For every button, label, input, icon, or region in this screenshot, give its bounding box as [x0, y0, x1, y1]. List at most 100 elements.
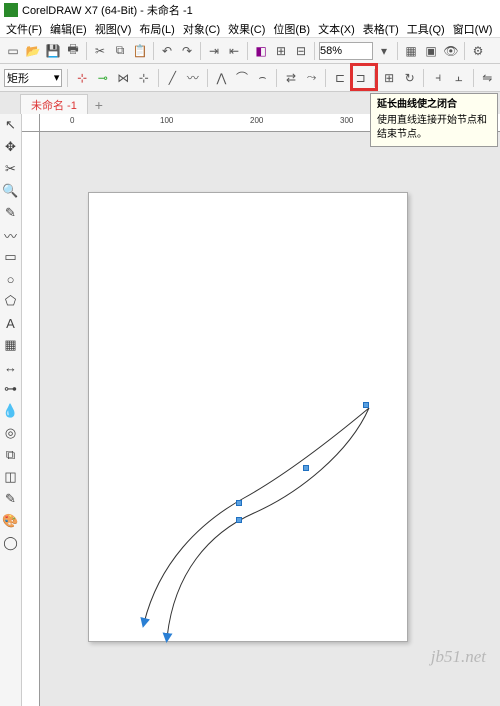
shape-selector-label: 矩形 [7, 70, 29, 86]
join-nodes-icon[interactable]: ⋈ [115, 69, 133, 87]
menu-item[interactable]: 表格(T) [363, 21, 399, 37]
table-tool-icon[interactable]: ▦ [2, 336, 20, 354]
menu-item[interactable]: 编辑(E) [50, 21, 87, 37]
tooltip: 延长曲线使之闭合 使用直线连接开始节点和结束节点。 [370, 93, 498, 147]
outline-tool-icon[interactable]: ◯ [2, 534, 20, 552]
drop-tool-icon[interactable]: 💧 [2, 402, 20, 420]
tooltip-title: 延长曲线使之闭合 [377, 98, 491, 112]
save-icon[interactable]: 💾 [44, 42, 62, 60]
menu-item[interactable]: 效果(C) [228, 21, 265, 37]
ruler-tick: 0 [70, 116, 74, 125]
polygon-tool-icon[interactable]: ⬠ [2, 292, 20, 310]
view-icon[interactable]: 👁 [442, 42, 460, 60]
page[interactable] [88, 192, 408, 642]
pick-tool-icon[interactable]: ↖ [2, 116, 20, 134]
curve-node[interactable] [236, 500, 242, 506]
app-logo-icon [4, 3, 18, 17]
contour-tool-icon[interactable]: ◎ [2, 424, 20, 442]
work-area: ↖✥✂🔍✎〰▭○⬠A▦↔⊶💧◎⧉◫✎🎨◯ 0100200300 [0, 114, 500, 706]
zoom-dropdown-icon[interactable]: ▾ [375, 42, 393, 60]
ellipse-tool-icon[interactable]: ○ [2, 270, 20, 288]
snap1-icon[interactable]: ⊞ [272, 42, 290, 60]
paste-icon[interactable]: 📋 [131, 42, 149, 60]
menu-item[interactable]: 对象(C) [183, 21, 220, 37]
freehand-tool-icon[interactable]: ✎ [2, 204, 20, 222]
opts-icon[interactable]: ⚙ [469, 42, 487, 60]
menu-item[interactable]: 位图(B) [273, 21, 310, 37]
menu-item[interactable]: 工具(Q) [407, 21, 445, 37]
export-icon[interactable]: ⇤ [225, 42, 243, 60]
menu-item[interactable]: 文件(F) [6, 21, 42, 37]
curve-node[interactable] [303, 465, 309, 471]
tooltip-body: 使用直线连接开始节点和结束节点。 [377, 114, 491, 142]
guides-icon[interactable]: ▣ [422, 42, 440, 60]
canvas[interactable] [40, 132, 500, 706]
crop-tool-icon[interactable]: ✂ [2, 160, 20, 178]
menu-item[interactable]: 布局(L) [139, 21, 174, 37]
align-nodes-h-icon[interactable]: ⫞ [429, 69, 447, 87]
publish-icon[interactable]: ◧ [252, 42, 270, 60]
dimension-tool-icon[interactable]: ↔ [2, 358, 20, 376]
blend-tool-icon[interactable]: ⧉ [2, 446, 20, 464]
title-bar: CorelDRAW X7 (64-Bit) - 未命名 -1 [0, 0, 500, 20]
rectangle-tool-icon[interactable]: ▭ [2, 248, 20, 266]
tab-label: 未命名 -1 [31, 97, 77, 113]
watermark: jb51.net [431, 647, 486, 667]
app-title: CorelDRAW X7 (64-Bit) - 未命名 -1 [22, 2, 193, 18]
connector-tool-icon[interactable]: ⊶ [2, 380, 20, 398]
grid-icon[interactable]: ▦ [402, 42, 420, 60]
ruler-tick: 200 [250, 116, 263, 125]
fill-tool-icon[interactable]: 🎨 [2, 512, 20, 530]
break-node-icon[interactable]: ⊹ [135, 69, 153, 87]
menu-bar: 文件(F) 编辑(E) 视图(V) 布局(L) 对象(C) 效果(C) 位图(B) 文本(X)… [0, 20, 500, 38]
align-nodes-v-icon[interactable]: ⫠ [450, 69, 468, 87]
new-icon[interactable]: ▭ [4, 42, 22, 60]
artistic-tool-icon[interactable]: 〰 [2, 226, 20, 244]
text-tool-icon[interactable]: A [2, 314, 20, 332]
cut-icon[interactable]: ✂ [91, 42, 109, 60]
open-icon[interactable]: 📂 [24, 42, 42, 60]
zoom-level-input[interactable] [319, 42, 373, 60]
extract-subpath-icon[interactable]: ⊏ [331, 69, 349, 87]
extend-curve-to-close-icon[interactable]: ⊐ [352, 69, 370, 87]
add-node-icon[interactable]: ⊹ [73, 69, 91, 87]
copy-icon[interactable]: ⧉ [111, 42, 129, 60]
menu-item[interactable]: 窗口(W) [453, 21, 493, 37]
ruler-tick: 300 [340, 116, 353, 125]
stretch-nodes-icon[interactable]: ⊞ [380, 69, 398, 87]
to-line-icon[interactable]: ╱ [164, 69, 182, 87]
standard-toolbar: ▭ 📂 💾 🖶 ✂ ⧉ 📋 ↶ ↷ ⇥ ⇤ ◧ ⊞ ⊟ ▾ ▦ ▣ 👁 ⚙ [0, 38, 500, 64]
to-curve-icon[interactable]: 〰 [184, 69, 202, 87]
shape-selector[interactable]: 矩形 ▾ [4, 69, 62, 87]
cusp-node-icon[interactable]: ⋀ [213, 69, 231, 87]
toolbox: ↖ ✥ ✂ 🔍 ✎ 〰 ▭ ○ ⬠ A ▦ ↔ ⊶ 💧 ◎ ⧉ ◫ ✎ 🎨 ◯ [0, 114, 22, 706]
reflect-h-icon[interactable]: ⇋ [479, 69, 497, 87]
redo-icon[interactable]: ↷ [178, 42, 196, 60]
undo-icon[interactable]: ↶ [158, 42, 176, 60]
curve-node[interactable] [363, 402, 369, 408]
rotate-nodes-icon[interactable]: ↻ [401, 69, 419, 87]
extend-curve-icon[interactable]: ⤳ [303, 69, 321, 87]
transparency-tool-icon[interactable]: ◫ [2, 468, 20, 486]
delete-node-icon[interactable]: ⊸ [94, 69, 112, 87]
import-icon[interactable]: ⇥ [205, 42, 223, 60]
reverse-dir-icon[interactable]: ⇄ [282, 69, 300, 87]
property-bar: 矩形 ▾ ⊹ ⊸ ⋈ ⊹ ╱ 〰 ⋀ ⌒ ⌢ ⇄ ⤳ ⊏ ⊐ ⊞ ↻ ⫞ ⫠ ⇋ [0, 64, 500, 92]
menu-item[interactable]: 视图(V) [95, 21, 132, 37]
zoom-tool-icon[interactable]: 🔍 [2, 182, 20, 200]
drawing-curves [89, 193, 409, 643]
eyedropper-tool-icon[interactable]: ✎ [2, 490, 20, 508]
ruler-vertical[interactable] [22, 132, 40, 706]
add-tab-button[interactable]: + [90, 96, 108, 114]
document-tab[interactable]: 未命名 -1 [20, 94, 88, 114]
snap2-icon[interactable]: ⊟ [292, 42, 310, 60]
smooth-node-icon[interactable]: ⌒ [233, 69, 251, 87]
print-icon[interactable]: 🖶 [64, 42, 82, 60]
ruler-corner [22, 114, 40, 132]
canvas-area: 0100200300 [22, 114, 500, 706]
chevron-down-icon: ▾ [54, 71, 60, 84]
shape-tool-icon[interactable]: ✥ [2, 138, 20, 156]
curve-node[interactable] [236, 517, 242, 523]
symm-node-icon[interactable]: ⌢ [254, 69, 272, 87]
menu-item[interactable]: 文本(X) [318, 21, 355, 37]
